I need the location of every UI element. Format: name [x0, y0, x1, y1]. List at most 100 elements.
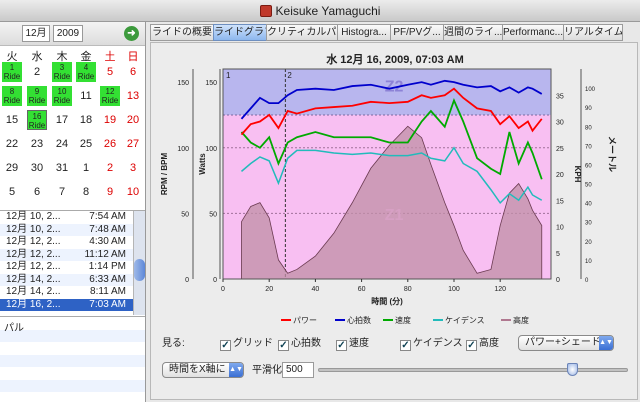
year-selector[interactable]: 2009: [53, 25, 83, 42]
calendar-day[interactable]: 17: [55, 114, 69, 126]
calendar-day[interactable]: 10 Ride: [52, 86, 72, 106]
interval-marker-label: 2: [287, 71, 292, 80]
calendar-day[interactable]: 8 Ride: [2, 86, 22, 106]
y-tick-label-meters: 30: [585, 221, 592, 227]
calendar-day[interactable]: 5: [8, 186, 16, 198]
checkbox-altitude[interactable]: ✓ 高度: [466, 338, 499, 351]
calendar-day[interactable]: 20: [126, 114, 140, 126]
checkbox-cadence[interactable]: ✓ ケイデンス: [400, 338, 463, 351]
zone-z2-band: [223, 69, 551, 115]
zone-label-z1: Z1: [385, 207, 404, 224]
calendar-day[interactable]: 27: [126, 138, 140, 150]
calendar-day[interactable]: 1: [82, 162, 90, 174]
calendar-day[interactable]: 22: [5, 138, 19, 150]
weekday-header: 木: [56, 51, 68, 63]
calendar-day[interactable]: 2: [33, 66, 41, 78]
calendar-day[interactable]: 5: [106, 66, 114, 78]
calendar-day[interactable]: 3 Ride: [52, 62, 72, 82]
legend-entry: 速度: [395, 315, 411, 325]
tab-item[interactable]: Performanc...: [502, 24, 564, 41]
tab-item[interactable]: ライドの概要: [150, 24, 214, 41]
tab-item[interactable]: 週間のライ...: [443, 24, 503, 41]
y-tick-label-meters: 40: [585, 202, 592, 208]
show-label: 見る:: [162, 338, 185, 349]
list-item[interactable]: 12月 12, 2... 4:30 AM: [6, 236, 126, 247]
tab-item[interactable]: Histogra...: [337, 24, 391, 41]
calendar-day[interactable]: 3: [129, 162, 137, 174]
calendar-day[interactable]: 6: [33, 186, 41, 198]
tab-item[interactable]: ライドグラフ: [213, 24, 267, 41]
y-tick-label-meters: 50: [585, 183, 592, 189]
legend-entry: パワー: [293, 316, 317, 325]
calendar-day[interactable]: 9: [106, 186, 114, 198]
weekday-header: 金: [80, 51, 92, 63]
y-tick-label-meters: 60: [585, 163, 592, 169]
y-tick-label-meters: 0: [585, 278, 589, 284]
scrollbar-thumb[interactable]: [134, 259, 145, 281]
list-item[interactable]: 12月 12, 2... 1:14 PM: [6, 261, 126, 272]
calendar-day[interactable]: 29: [5, 162, 19, 174]
calendar-day[interactable]: 19: [103, 114, 117, 126]
series-power: [240, 87, 543, 136]
y-tick-label-kph: 10: [556, 225, 564, 232]
list-item[interactable]: 12月 14, 2... 6:33 AM: [0, 273, 145, 286]
calendar-day[interactable]: 30: [30, 162, 44, 174]
checkbox-speed[interactable]: ✓ 速度: [336, 338, 369, 351]
checkbox-grid[interactable]: ✓ グリッド: [220, 338, 273, 351]
calendar-day[interactable]: 13: [126, 90, 140, 102]
calendar-day[interactable]: 4 Ride: [76, 62, 96, 82]
smoothing-input[interactable]: 500: [282, 362, 314, 378]
calendar-day[interactable]: 31: [55, 162, 69, 174]
x-axis-mode-select[interactable]: 時間をX軸に ▲▼: [162, 362, 244, 378]
calendar-day[interactable]: 1 Ride: [2, 62, 22, 82]
smoothing-slider-knob[interactable]: [567, 363, 579, 376]
checkbox-heartrate[interactable]: ✓ 心拍数: [278, 338, 321, 351]
calendar-day[interactable]: 11: [80, 90, 92, 102]
select-arrows-icon: ▲▼: [229, 363, 243, 377]
y-axis-label-rpm: RPM / BPM: [160, 153, 169, 196]
list-item[interactable]: 12月 10, 2... 7:48 AM: [0, 223, 145, 236]
y-tick-label-meters: 10: [585, 259, 592, 265]
calendar-day[interactable]: 7: [58, 186, 66, 198]
list-item[interactable]: 12月 12, 2... 11:12 AM: [0, 248, 145, 261]
tab-item[interactable]: クリティカルパ...: [266, 24, 338, 41]
smoothing-slider[interactable]: [318, 368, 628, 372]
legend-entry: 心拍数: [347, 315, 371, 325]
y-tick-label-kph: 20: [556, 172, 564, 179]
y-tick-label-meters: 90: [585, 106, 592, 112]
y-tick-label-watts: 0: [213, 277, 217, 284]
legend-entry: 高度: [513, 315, 529, 325]
y-tick-label-kph: 25: [556, 146, 564, 153]
calendar-day[interactable]: 24: [55, 138, 69, 150]
list-item[interactable]: 12月 14, 2... 8:11 AM: [6, 286, 126, 297]
calendar-day[interactable]: 6: [129, 66, 137, 78]
calendar-day[interactable]: 10: [126, 186, 140, 198]
calendar-day[interactable]: 25: [79, 138, 93, 150]
x-tick-label: 80: [404, 286, 412, 293]
next-month-icon[interactable]: ➜: [124, 26, 139, 41]
ride-list-scrollbar[interactable]: [133, 211, 145, 315]
calendar-day[interactable]: 2: [106, 162, 114, 174]
calendar-day[interactable]: 16 Ride: [27, 110, 47, 130]
list-item[interactable]: 12月 10, 2... 7:54 AM: [6, 211, 126, 222]
tab-bar: ライドの概要ライドグラフクリティカルパ...Histogra...PF/PVグ.…: [150, 24, 638, 41]
calendar-day[interactable]: 12 Ride: [100, 86, 120, 106]
calendar-day[interactable]: 15: [5, 114, 19, 126]
notes-area[interactable]: パル: [0, 316, 145, 402]
tab-item[interactable]: リアルタイム: [563, 24, 623, 41]
tab-item[interactable]: PF/PVグ...: [390, 24, 444, 41]
calendar-day[interactable]: 26: [103, 138, 117, 150]
calendar-day[interactable]: 9 Ride: [27, 86, 47, 106]
series-cadence: [240, 146, 543, 205]
ride-list[interactable]: 12月 10, 2... 7:54 AM 12月 10, 2... 7:48 AM 12…: [0, 210, 145, 315]
window-titlebar: Keisuke Yamaguchi: [0, 0, 640, 22]
calendar-day[interactable]: 18: [79, 114, 93, 126]
plot-frame: [222, 68, 552, 280]
x-tick-label: 0: [221, 286, 225, 293]
list-item[interactable]: 12月 16, 2... 7:03 AM: [0, 298, 145, 311]
calendar-day[interactable]: 8: [82, 186, 90, 198]
display-mode-select[interactable]: パワー+シェード ▲▼: [518, 335, 614, 351]
month-selector[interactable]: 12月: [22, 25, 50, 42]
calendar-day[interactable]: 23: [30, 138, 44, 150]
series-speed: [240, 98, 543, 180]
